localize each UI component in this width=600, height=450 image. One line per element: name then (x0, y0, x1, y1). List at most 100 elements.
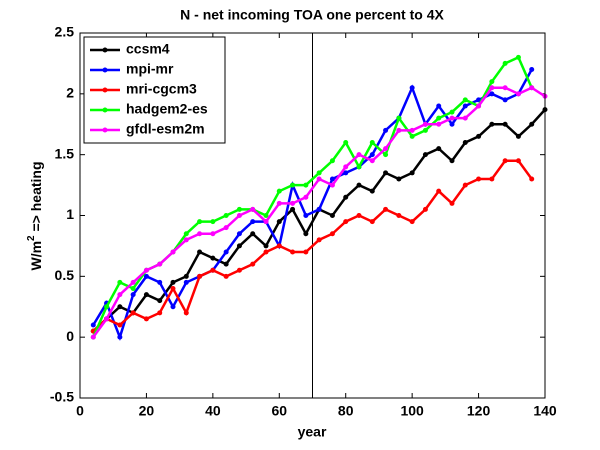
data-point (356, 152, 362, 158)
data-point (157, 310, 163, 316)
legend-marker (102, 87, 108, 93)
data-point (529, 176, 535, 182)
data-point (489, 91, 495, 97)
data-point (449, 109, 455, 115)
data-point (436, 121, 442, 127)
data-point (143, 273, 149, 279)
data-point (276, 188, 282, 194)
x-tick-label: 100 (400, 403, 424, 419)
data-point (236, 206, 242, 212)
data-point (409, 127, 415, 133)
data-point (383, 206, 389, 212)
y-label-sup: 2 (26, 235, 37, 241)
data-point (303, 194, 309, 200)
data-point (316, 237, 322, 243)
data-point (170, 304, 176, 310)
series-line (92, 159, 533, 333)
data-point (157, 298, 163, 304)
data-point (369, 152, 375, 158)
data-point (130, 279, 136, 285)
data-point (409, 133, 415, 139)
data-point (489, 176, 495, 182)
data-point (383, 152, 389, 158)
data-point (316, 170, 322, 176)
data-point (369, 140, 375, 145)
data-point (436, 188, 442, 194)
data-point (130, 310, 136, 316)
data-point (329, 176, 335, 182)
data-point (422, 152, 428, 158)
y-axis-label: W/m2 => heating (26, 161, 44, 270)
data-point (236, 267, 242, 273)
data-point (143, 292, 149, 298)
data-point (197, 231, 203, 237)
y-tick-label: -0.5 (50, 389, 74, 405)
x-tick-label: 140 (533, 403, 557, 419)
data-point (143, 267, 149, 273)
axes-box (79, 32, 546, 399)
data-point (183, 231, 189, 237)
y-tick-label: 0.5 (55, 267, 75, 283)
data-point (290, 200, 296, 206)
data-point (422, 127, 428, 133)
data-point (329, 231, 335, 237)
data-point (529, 85, 535, 91)
data-point (90, 334, 96, 340)
data-point (462, 103, 468, 109)
data-point (396, 115, 402, 121)
data-point (250, 261, 256, 267)
legend-label: hadgem2-es (126, 101, 208, 117)
data-point (515, 91, 521, 97)
data-point (462, 115, 468, 121)
data-point (383, 127, 389, 133)
x-tick-label: 0 (76, 403, 84, 419)
data-point (489, 121, 495, 127)
data-point (529, 67, 535, 72)
data-point (369, 219, 375, 225)
data-point (197, 273, 203, 279)
x-tick-label: 20 (139, 403, 155, 419)
data-point (117, 322, 123, 328)
data-point (383, 170, 389, 176)
data-point (197, 249, 203, 255)
data-point (356, 164, 362, 170)
data-point (197, 219, 203, 225)
data-point (117, 292, 123, 298)
data-point (290, 182, 296, 188)
data-point (170, 286, 176, 291)
data-point (223, 249, 229, 255)
data-point (223, 225, 229, 231)
y-tick-label: 1.5 (55, 145, 75, 161)
data-point (383, 146, 389, 152)
data-point (329, 158, 335, 164)
data-point (529, 121, 535, 127)
data-point (236, 213, 242, 218)
data-point (250, 206, 256, 212)
data-point (104, 316, 110, 322)
y-tick-label: 1 (66, 206, 74, 222)
data-point (502, 60, 508, 66)
data-point (476, 133, 482, 139)
data-point (316, 176, 322, 182)
data-point (436, 103, 442, 109)
data-point (422, 206, 428, 212)
data-point (104, 304, 110, 310)
data-point (449, 121, 455, 127)
data-point (502, 85, 508, 91)
y-tick-label: 2 (66, 85, 74, 101)
data-point (250, 219, 256, 225)
data-point (303, 249, 309, 255)
data-point (210, 267, 216, 273)
data-point (436, 146, 442, 152)
legend-marker (102, 67, 108, 73)
data-point (329, 213, 335, 218)
legend-marker (102, 47, 108, 53)
data-point (343, 140, 349, 145)
data-point (143, 316, 149, 322)
legend-label: gfdl-esm2m (126, 121, 205, 137)
data-point (183, 279, 189, 285)
data-point (263, 243, 269, 249)
data-point (476, 103, 482, 109)
data-point (329, 182, 335, 188)
data-point (449, 200, 455, 206)
